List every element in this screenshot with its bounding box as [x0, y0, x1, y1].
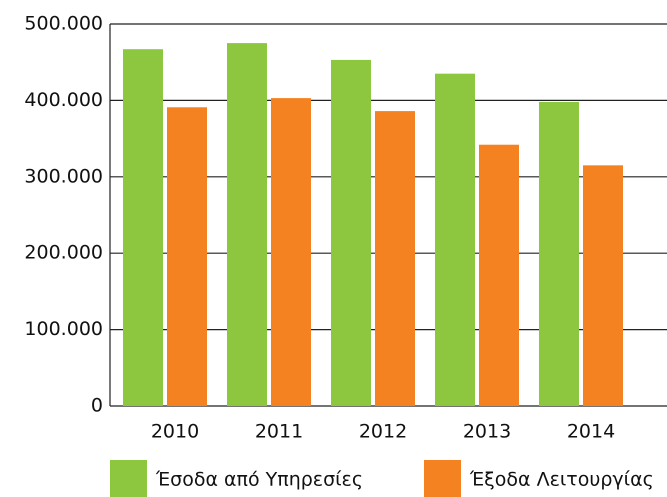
bar	[375, 111, 415, 406]
bar	[167, 107, 207, 406]
y-tick-label: 200.000	[24, 242, 103, 264]
x-tick-label: 2013	[463, 421, 511, 443]
bar	[271, 98, 311, 406]
bar	[479, 144, 519, 406]
y-tick-label: 300.000	[24, 165, 103, 187]
x-tick-label: 2012	[359, 421, 407, 443]
x-tick-label: 2011	[255, 421, 303, 443]
bar	[539, 101, 579, 406]
legend-label: Έσοδα από Υπηρεσίες	[155, 469, 363, 491]
x-tick-label: 2014	[567, 421, 615, 443]
legend-swatch	[424, 460, 461, 497]
bar	[435, 73, 475, 406]
bar	[227, 43, 267, 406]
y-tick-label: 500.000	[24, 13, 103, 35]
y-tick-label: 0	[91, 395, 103, 417]
legend-swatch	[110, 460, 147, 497]
bar	[583, 165, 623, 406]
x-tick-label: 2010	[151, 421, 199, 443]
y-tick-label: 100.000	[24, 318, 103, 340]
bar	[331, 59, 371, 407]
y-tick-label: 400.000	[24, 89, 103, 111]
bar	[123, 49, 163, 406]
legend-label: Έξοδα Λειτουργίας	[469, 469, 654, 491]
